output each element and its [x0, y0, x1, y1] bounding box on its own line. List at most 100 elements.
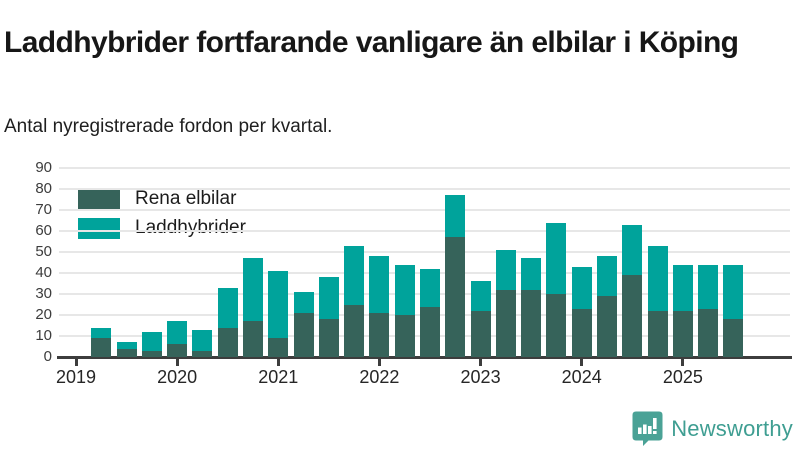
y-axis-label: 50	[35, 243, 52, 260]
y-axis-label: 20	[35, 306, 52, 323]
bar-group	[268, 270, 289, 357]
x-axis-tick	[479, 359, 483, 366]
bar-segment-rena-elbilar	[596, 296, 617, 357]
bar-group	[91, 327, 112, 357]
bar-segment-rena-elbilar	[192, 350, 213, 357]
bar-segment-rena-elbilar	[546, 294, 567, 357]
legend-swatch-rena-elbilar	[78, 188, 120, 210]
bar-segment-laddhybrider	[622, 224, 643, 276]
bar-segment-rena-elbilar	[268, 338, 289, 357]
x-axis-label: 2023	[460, 367, 501, 387]
bar-segment-rena-elbilar	[622, 275, 643, 357]
bar-group	[141, 331, 162, 357]
gridline	[59, 251, 790, 253]
bar-segment-laddhybrider	[318, 277, 339, 320]
x-axis-label: 2020	[157, 367, 198, 387]
gridline	[59, 167, 790, 169]
y-axis-label: 10	[35, 327, 52, 344]
bar-segment-laddhybrider	[141, 331, 162, 351]
bar-segment-laddhybrider	[470, 281, 491, 311]
bar-segment-rena-elbilar	[723, 319, 744, 357]
bar-segment-rena-elbilar	[167, 344, 188, 357]
legend-swatch-laddhybrider	[78, 217, 120, 239]
bar-group	[672, 264, 693, 357]
bar-group	[521, 258, 542, 357]
bar-group	[419, 268, 440, 357]
legend-item-laddhybrider: Laddhybrider	[78, 217, 246, 239]
x-axis-tick	[580, 359, 584, 366]
newsworthy-logo[interactable]: Newsworthy	[631, 410, 793, 447]
bar-group	[445, 195, 466, 357]
y-axis-label: 30	[35, 285, 52, 302]
bar-segment-rena-elbilar	[419, 306, 440, 357]
bar-segment-laddhybrider	[596, 256, 617, 297]
bar-group	[698, 264, 719, 357]
bar-segment-laddhybrider	[521, 258, 542, 290]
bar-segment-laddhybrider	[268, 270, 289, 339]
bar-segment-laddhybrider	[344, 245, 365, 305]
bar-group	[495, 249, 516, 357]
bar-segment-rena-elbilar	[647, 310, 668, 357]
x-axis-label: 2021	[258, 367, 299, 387]
bar-segment-rena-elbilar	[571, 308, 592, 357]
y-axis-label: 80	[35, 180, 52, 197]
bar-segment-rena-elbilar	[141, 350, 162, 357]
bar-segment-rena-elbilar	[495, 289, 516, 357]
bar-segment-laddhybrider	[647, 245, 668, 311]
gridline	[59, 230, 790, 232]
bar-segment-rena-elbilar	[698, 308, 719, 357]
bar-segment-rena-elbilar	[672, 310, 693, 357]
bar-group	[394, 264, 415, 357]
bar-group	[167, 321, 188, 357]
bar-segment-laddhybrider	[369, 256, 390, 313]
bar-segment-laddhybrider	[192, 329, 213, 351]
bar-segment-laddhybrider	[394, 264, 415, 315]
gridline	[59, 188, 790, 190]
x-axis-tick	[74, 359, 78, 366]
bar-segment-laddhybrider	[217, 287, 238, 328]
bar-segment-rena-elbilar	[445, 237, 466, 357]
bar-group	[622, 224, 643, 357]
legend-item-rena-elbilar: Rena elbilar	[78, 188, 246, 210]
bar-group	[571, 266, 592, 357]
legend-label: Laddhybrider	[135, 217, 246, 238]
bar-segment-rena-elbilar	[318, 319, 339, 357]
bar-segment-laddhybrider	[571, 266, 592, 309]
y-axis-label: 40	[35, 264, 52, 281]
chart-subtitle: Antal nyregistrerade fordon per kvartal.	[4, 116, 333, 137]
x-axis-label: 2025	[662, 367, 703, 387]
x-axis-tick	[377, 359, 381, 366]
bar-segment-rena-elbilar	[217, 327, 238, 357]
bar-segment-laddhybrider	[293, 291, 314, 313]
bar-group	[470, 281, 491, 357]
y-axis-label: 60	[35, 222, 52, 239]
bar-group	[546, 222, 567, 357]
bar-segment-laddhybrider	[116, 342, 137, 349]
newsworthy-brand-text: Newsworthy	[671, 415, 793, 441]
x-axis-label: 2024	[561, 367, 602, 387]
bar-segment-laddhybrider	[495, 249, 516, 290]
bar-group	[647, 245, 668, 357]
bar-group	[217, 287, 238, 357]
x-axis-tick	[276, 359, 280, 366]
bar-group	[293, 291, 314, 357]
bar-group	[116, 342, 137, 357]
bar-group	[344, 245, 365, 357]
bar-segment-rena-elbilar	[344, 304, 365, 357]
bar-group	[596, 256, 617, 357]
x-axis-line	[57, 356, 792, 359]
y-axis-label: 90	[35, 159, 52, 176]
bar-segment-laddhybrider	[698, 264, 719, 309]
y-axis-label: 0	[43, 348, 52, 365]
bar-segment-rena-elbilar	[242, 321, 263, 357]
bar-segment-rena-elbilar	[293, 312, 314, 357]
x-axis-label: 2019	[55, 367, 97, 387]
bar-group	[369, 256, 390, 357]
bar-segment-laddhybrider	[91, 327, 112, 339]
bar-segment-laddhybrider	[546, 222, 567, 294]
bar-segment-laddhybrider	[445, 195, 466, 238]
y-axis-label: 70	[35, 201, 52, 218]
bar-segment-laddhybrider	[672, 264, 693, 311]
legend-label: Rena elbilar	[135, 188, 237, 209]
